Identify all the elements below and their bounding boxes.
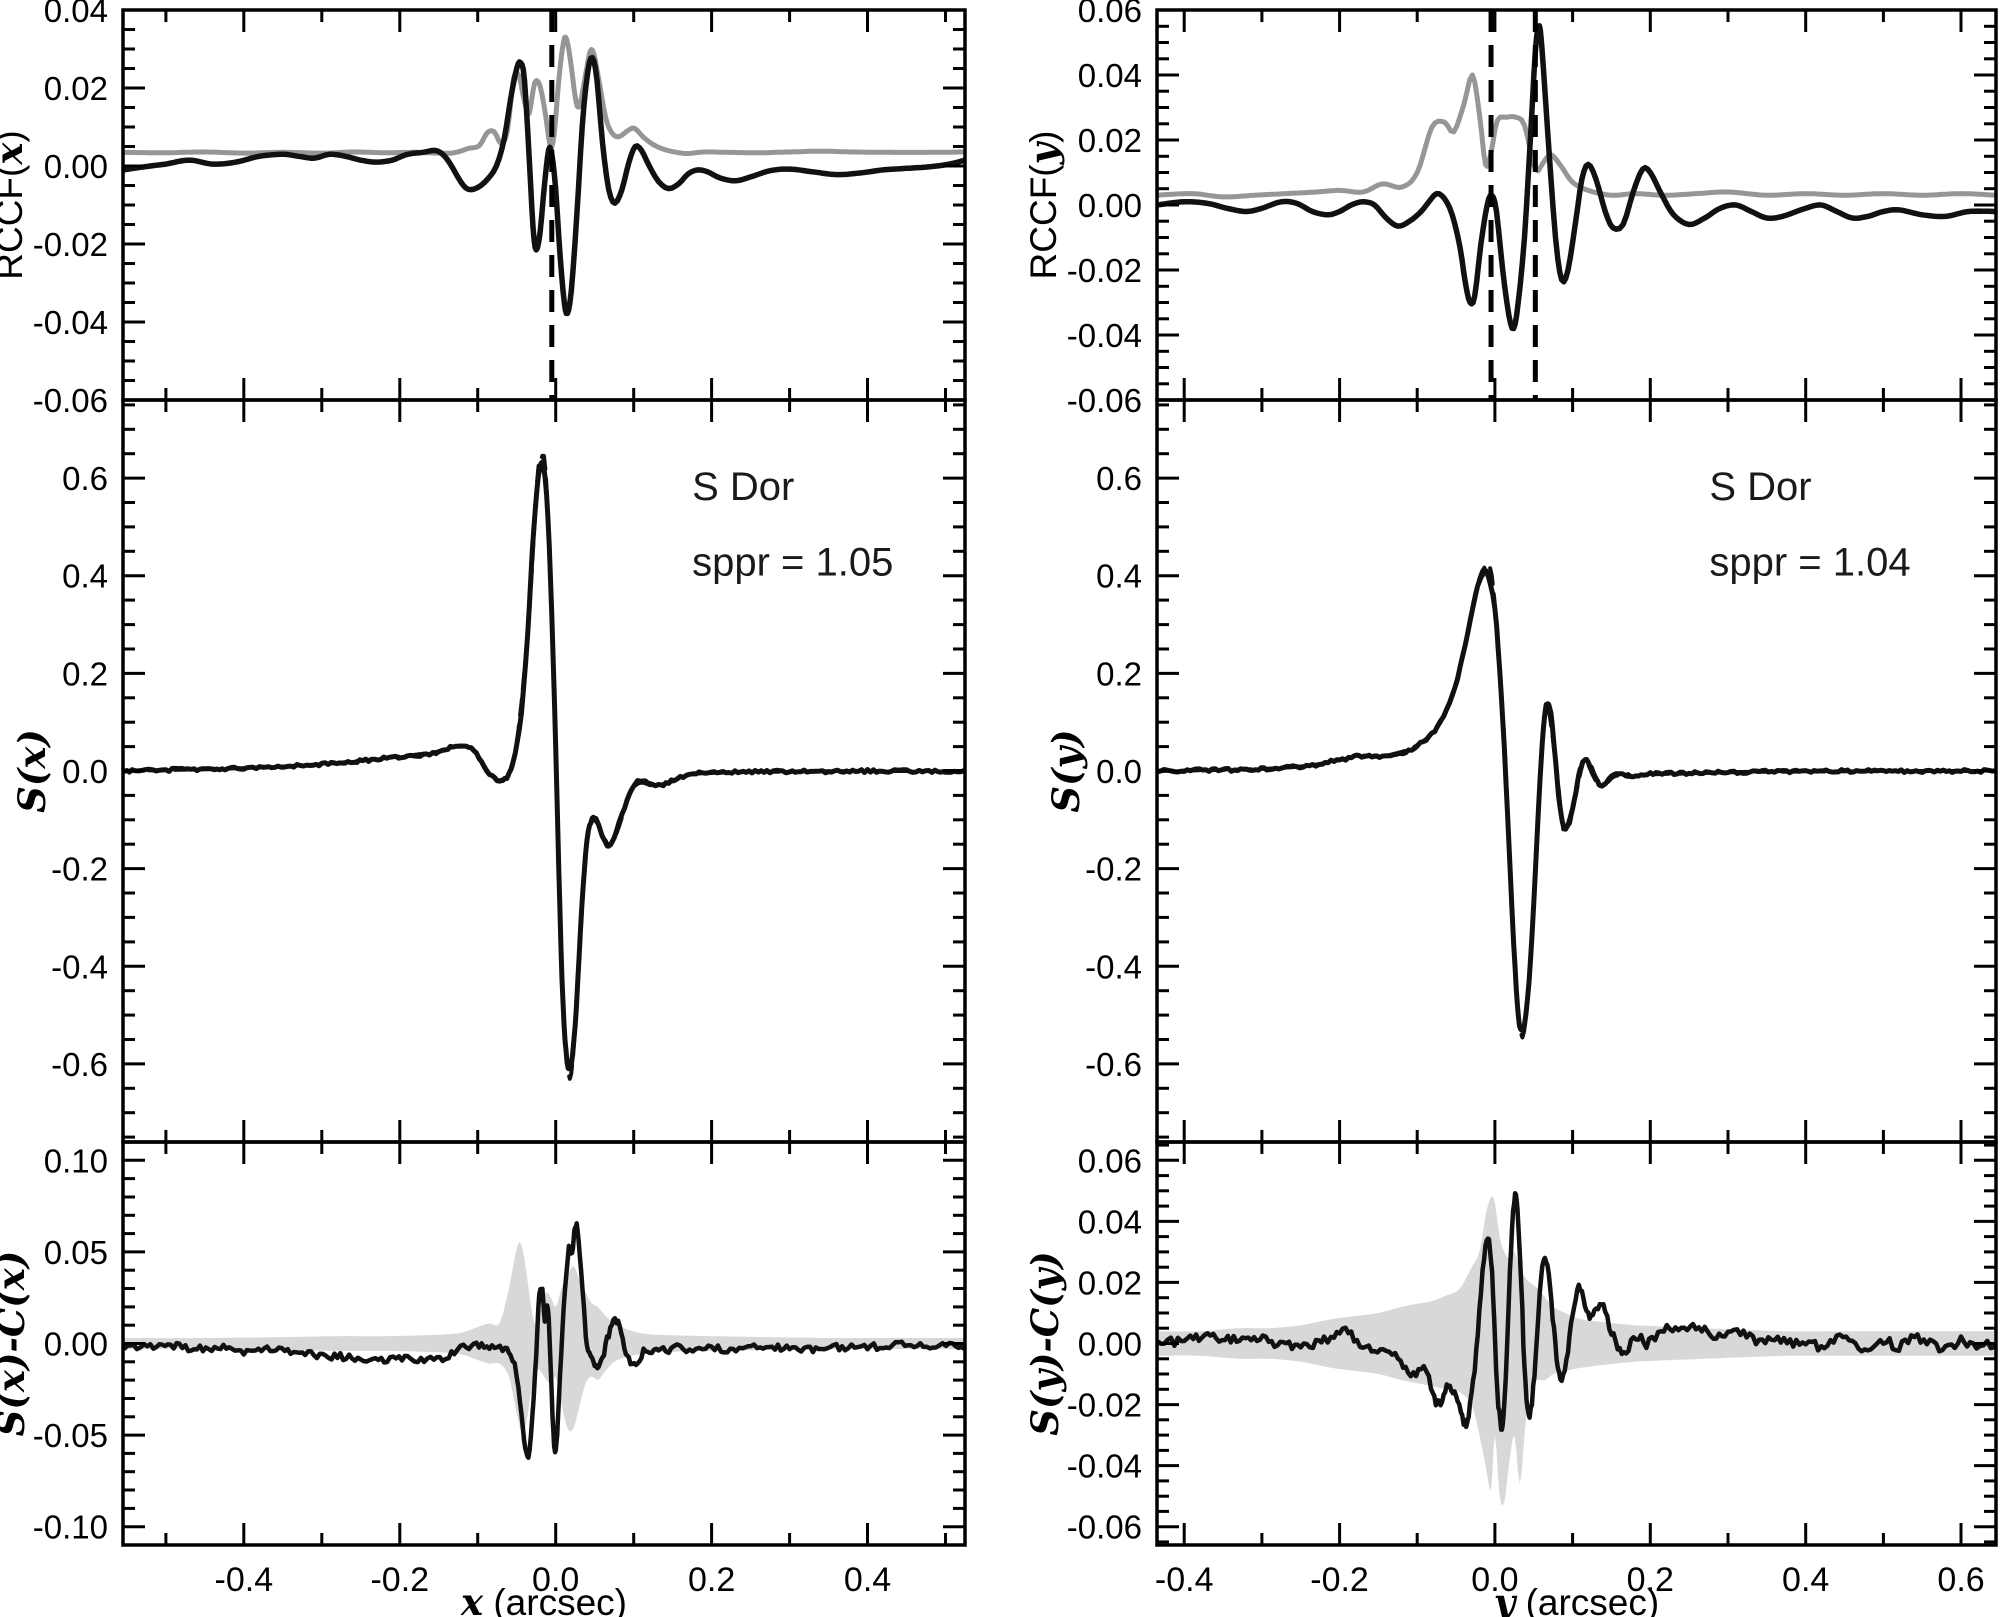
y-tick-label: 0.00 [1078,187,1142,224]
y-tick-label: -0.6 [1085,1046,1142,1083]
y-tick-label: 0.4 [1096,558,1142,595]
series-s-model-dashed [1157,562,1996,1040]
y-tick-label: 0.04 [44,0,108,29]
y-tick-label: -0.02 [1067,1387,1142,1424]
annotation-sppr: sppr = 1.05 [692,541,893,585]
y-tick-label: -0.04 [1067,1448,1142,1485]
y-tick-label: 0.00 [44,1326,108,1363]
y-tick-label: 0.02 [1078,1264,1142,1301]
y-tick-label: 0.06 [1078,0,1142,29]
ticks [1157,400,1996,1142]
y-tick-label: 0.04 [1078,57,1142,94]
y-tick-label: -0.05 [33,1417,108,1454]
x-axis-label: x (arcsec) [460,1580,627,1617]
x-tick-label: 0.2 [1627,1561,1674,1599]
y-tick-label: -0.06 [33,382,108,419]
panel-s_y: 0.6 0.4 0.2 0.0 -0.2 -0.4 -0.6 S(y) S Dor sppr = … [1044,398,1998,1144]
y-axis-label: S(x)-C(x) [0,1251,33,1437]
ticks [123,400,965,1142]
error-envelope [123,1242,965,1433]
y-tick-label: 0.02 [44,70,108,107]
y-tick-label: -0.02 [1067,252,1142,289]
series-rccf-black [123,54,965,317]
y-tick-label: 0.04 [1078,1203,1142,1240]
y-tick-label: 0.6 [1096,460,1142,497]
y-axis-label: S(y) [1044,729,1088,812]
ticks [123,8,965,402]
x-tick-label: 0.6 [1937,1561,1984,1599]
y-tick-label: -0.2 [51,851,108,888]
y-tick-label: 0.06 [1078,1142,1142,1179]
x-tick-label: -0.4 [215,1561,274,1599]
y-tick-label: 0.4 [62,558,108,595]
y-tick-label: 0.00 [1078,1326,1142,1363]
y-tick-label: 0.02 [1078,122,1142,159]
x-tick-label: 0.4 [844,1561,891,1599]
y-tick-label: 0.2 [62,655,108,692]
panel-diff_x: 0.10 0.05 0.00 -0.05 -0.10 -0.4 -0.2 0.0 0.2 0.4 x… [0,1140,967,1617]
y-tick-label: 0.00 [44,148,108,185]
annotation-target: S Dor [692,465,794,509]
panel-diff_y: 0.06 0.04 0.02 0.00 -0.02 -0.04 -0.06 -0.4 -0.2 0… [1023,1140,1998,1617]
ticks [123,1140,965,1547]
y-tick-label: -0.2 [1085,851,1142,888]
x-tick-label: -0.2 [1310,1561,1369,1599]
y-axis-label: S(y)-C(y) [1023,1251,1067,1436]
y-tick-label: 0.05 [44,1234,108,1271]
y-axis-label: RCCF(x) [0,130,31,279]
y-tick-label: 0.0 [1096,753,1142,790]
annotation-sppr: sppr = 1.04 [1709,541,1910,585]
y-tick-label: 0.2 [1096,655,1142,692]
series-rccf-reference-gray [1157,72,1996,200]
x-tick-label: 0.2 [688,1561,735,1599]
y-tick-label: 0.10 [44,1142,108,1179]
x-tick-label: 0.0 [532,1561,579,1599]
annotation-target: S Dor [1709,465,1811,509]
y-tick-label: 0.6 [62,460,108,497]
y-tick-label: -0.02 [33,226,108,263]
y-tick-label: 0.0 [62,753,108,790]
series-residual [123,1221,965,1460]
ticks [1157,8,1996,402]
ticks [1157,1142,1996,1545]
x-tick-label: -0.2 [370,1561,429,1599]
y-tick-label: -0.4 [51,948,108,985]
y-tick-label: -0.04 [33,304,108,341]
y-tick-label: -0.06 [1067,382,1142,419]
x-tick-label: 0.4 [1782,1561,1829,1599]
y-axis-label: S(x) [10,729,54,813]
y-tick-label: -0.06 [1067,1509,1142,1546]
x-tick-label: -0.4 [1155,1561,1214,1599]
panel-s_x: 0.6 0.4 0.2 0.0 -0.2 -0.4 -0.6 S(x) S Dor sppr = … [10,398,967,1144]
y-tick-label: -0.10 [33,1509,108,1546]
series-rccf-black [1157,23,1996,332]
series-s-model-dashed [123,453,965,1081]
x-tick-label: 0.0 [1471,1561,1518,1599]
series-residual [1157,1191,1996,1432]
y-tick-label: -0.4 [1085,948,1142,985]
y-axis-label: RCCF(y) [1021,131,1065,280]
y-tick-label: -0.6 [51,1046,108,1083]
x-axis-label: y (arcsec) [1493,1580,1659,1617]
y-tick-label: -0.04 [1067,317,1142,354]
error-envelope [1157,1196,1996,1506]
panel-rccf_x: 0.04 0.02 0.00 -0.02 -0.04 -0.06 RCCF(x) [0,0,967,419]
